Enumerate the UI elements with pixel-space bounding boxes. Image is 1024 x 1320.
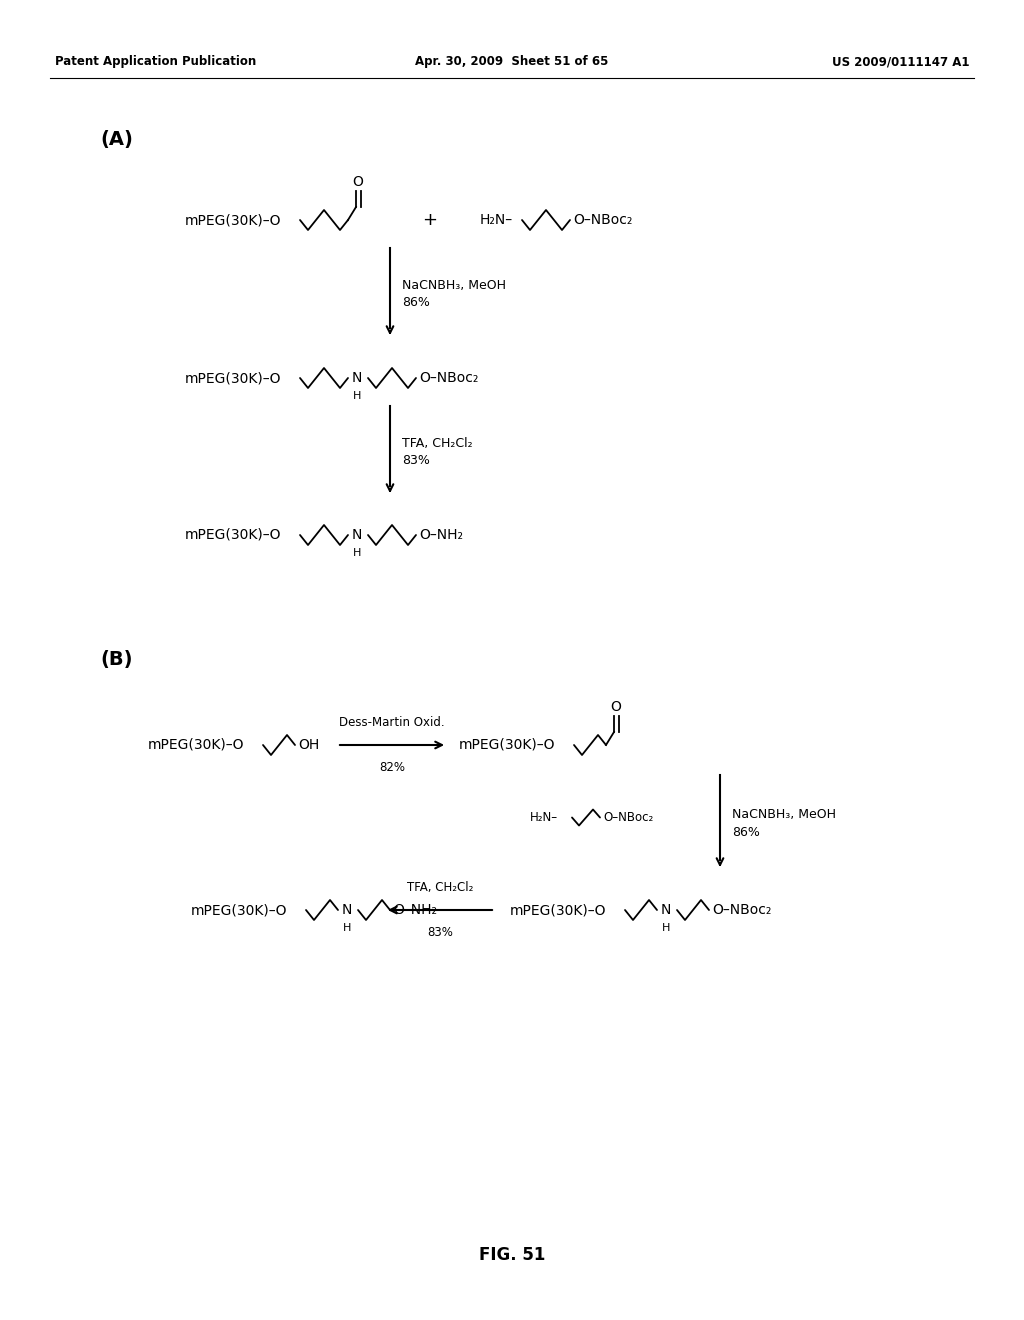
Text: mPEG(30K)–O: mPEG(30K)–O: [510, 903, 606, 917]
Text: 86%: 86%: [402, 297, 430, 309]
Text: H: H: [353, 548, 361, 558]
Text: FIG. 51: FIG. 51: [479, 1246, 545, 1265]
Text: NaCNBH₃, MeOH: NaCNBH₃, MeOH: [402, 279, 506, 292]
Text: (A): (A): [100, 131, 133, 149]
Text: mPEG(30K)–O: mPEG(30K)–O: [185, 213, 282, 227]
Text: O–NBoc₂: O–NBoc₂: [712, 903, 771, 917]
Text: O: O: [352, 176, 364, 189]
Text: 83%: 83%: [402, 454, 430, 467]
Text: 86%: 86%: [732, 826, 760, 840]
Text: 82%: 82%: [379, 762, 406, 774]
Text: O–NH₂: O–NH₂: [393, 903, 437, 917]
Text: O–NBoc₂: O–NBoc₂: [573, 213, 633, 227]
Text: H: H: [662, 923, 670, 933]
Text: 83%: 83%: [427, 927, 453, 939]
Text: Apr. 30, 2009  Sheet 51 of 65: Apr. 30, 2009 Sheet 51 of 65: [416, 55, 608, 69]
Text: H₂N–: H₂N–: [480, 213, 513, 227]
Text: TFA, CH₂Cl₂: TFA, CH₂Cl₂: [407, 880, 473, 894]
Text: O–NBoc₂: O–NBoc₂: [603, 810, 653, 824]
Text: Dess-Martin Oxid.: Dess-Martin Oxid.: [339, 715, 444, 729]
Text: (B): (B): [100, 651, 132, 669]
Text: TFA, CH₂Cl₂: TFA, CH₂Cl₂: [402, 437, 473, 450]
Text: O–NH₂: O–NH₂: [419, 528, 463, 543]
Text: NaCNBH₃, MeOH: NaCNBH₃, MeOH: [732, 808, 836, 821]
Text: H: H: [353, 391, 361, 401]
Text: mPEG(30K)–O: mPEG(30K)–O: [185, 371, 282, 385]
Text: N: N: [352, 371, 362, 385]
Text: Patent Application Publication: Patent Application Publication: [55, 55, 256, 69]
Text: +: +: [423, 211, 437, 228]
Text: mPEG(30K)–O: mPEG(30K)–O: [191, 903, 288, 917]
Text: H₂N–: H₂N–: [530, 810, 558, 824]
Text: mPEG(30K)–O: mPEG(30K)–O: [459, 738, 555, 752]
Text: mPEG(30K)–O: mPEG(30K)–O: [185, 528, 282, 543]
Text: N: N: [352, 528, 362, 543]
Text: mPEG(30K)–O: mPEG(30K)–O: [148, 738, 245, 752]
Text: N: N: [342, 903, 352, 917]
Text: O: O: [610, 700, 622, 714]
Text: O–NBoc₂: O–NBoc₂: [419, 371, 478, 385]
Text: N: N: [662, 903, 672, 917]
Text: OH: OH: [298, 738, 319, 752]
Text: US 2009/0111147 A1: US 2009/0111147 A1: [833, 55, 970, 69]
Text: H: H: [343, 923, 351, 933]
